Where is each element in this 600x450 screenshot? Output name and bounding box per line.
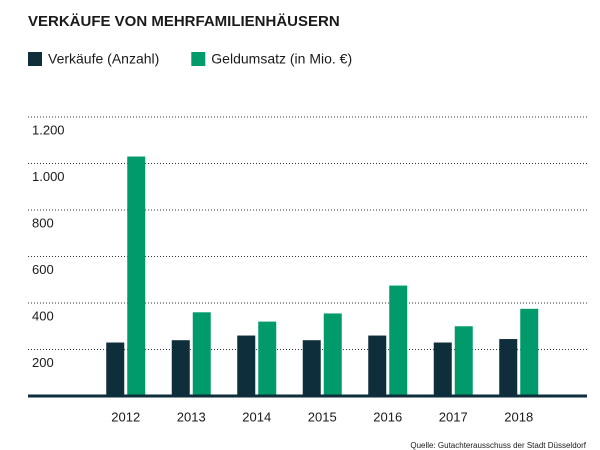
x-tick-label: 2015 xyxy=(308,409,337,424)
legend-label: Geldumsatz (in Mio. €) xyxy=(211,51,352,67)
bar xyxy=(433,342,452,396)
y-tick-label: 600 xyxy=(32,262,54,277)
bar xyxy=(192,312,211,396)
chart-title: VERKÄUFE VON MEHRFAMILIENHÄUSERN xyxy=(28,13,340,30)
x-tick-label: 2016 xyxy=(373,409,402,424)
y-tick-label: 1.000 xyxy=(32,169,65,184)
y-tick-label: 800 xyxy=(32,215,54,230)
bar xyxy=(237,335,256,396)
x-tick-label: 2017 xyxy=(439,409,468,424)
bar xyxy=(520,308,539,396)
x-tick-label: 2012 xyxy=(111,409,140,424)
bar xyxy=(389,285,408,396)
x-tick-label: 2013 xyxy=(177,409,206,424)
bar xyxy=(302,340,321,396)
bar xyxy=(127,156,146,396)
x-tick-label: 2018 xyxy=(504,409,533,424)
x-tick-label: 2014 xyxy=(242,409,271,424)
y-tick-label: 400 xyxy=(32,308,54,323)
bar xyxy=(258,321,277,396)
source: Quelle: Gutachterausschuss der Stadt Düs… xyxy=(410,441,586,450)
bar xyxy=(106,342,125,396)
bar xyxy=(171,340,190,396)
bar xyxy=(368,335,387,396)
legend-swatch xyxy=(28,52,42,66)
legend-label: Verkäufe (Anzahl) xyxy=(48,51,159,67)
y-tick-label: 1.200 xyxy=(32,122,65,137)
bar xyxy=(323,313,342,396)
y-tick-label: 200 xyxy=(32,355,54,370)
bar xyxy=(499,339,518,396)
bar xyxy=(454,326,473,396)
legend-swatch xyxy=(191,52,206,66)
